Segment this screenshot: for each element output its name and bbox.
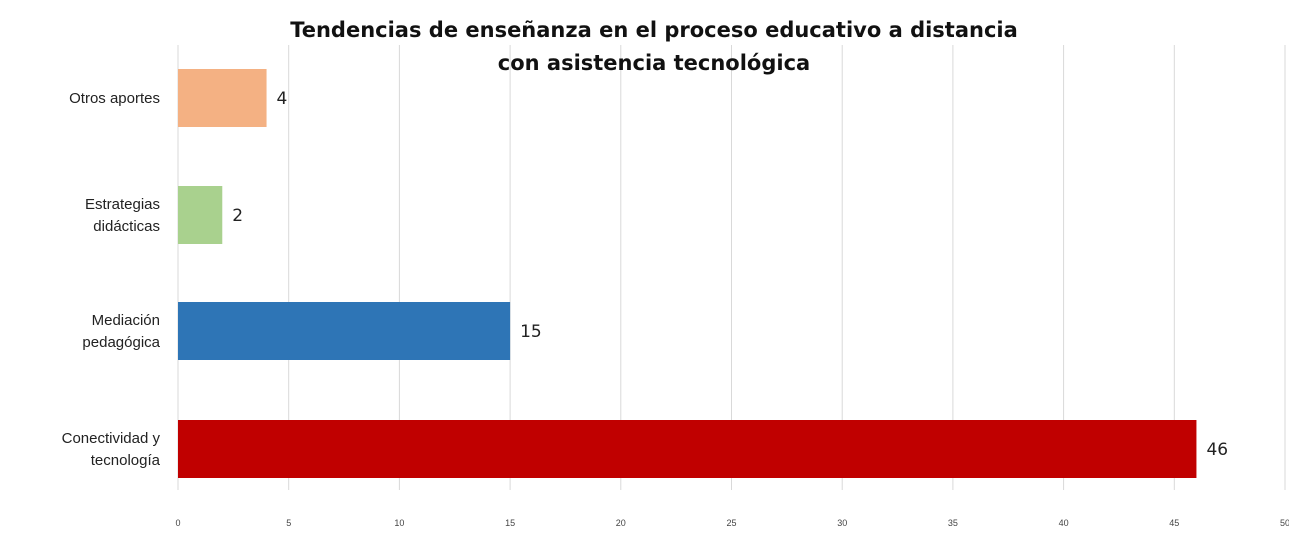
bar <box>178 69 267 127</box>
chart-title-line-1: Tendencias de enseñanza en el proceso ed… <box>290 18 1018 42</box>
category-label-line: didácticas <box>93 218 160 235</box>
data-label: 46 <box>1206 440 1228 460</box>
x-tick-label: 30 <box>837 518 847 528</box>
value-labels: 4 2 15 46 <box>232 89 1228 460</box>
gridlines <box>177 45 1286 490</box>
category-label: Estrategias didácticas <box>85 196 160 235</box>
x-tick-label: 0 <box>175 518 180 528</box>
category-label-line: Conectividad y <box>62 430 161 447</box>
x-tick-label: 40 <box>1059 518 1069 528</box>
category-label-line: Otros aportes <box>69 90 160 107</box>
bars <box>178 69 1197 478</box>
category-label-line: tecnología <box>91 452 161 469</box>
category-label: Otros aportes <box>69 90 160 107</box>
x-tick-label: 15 <box>505 518 515 528</box>
x-tick-label: 50 <box>1280 518 1289 528</box>
x-axis-ticks: 0 5 10 15 20 25 30 35 40 45 50 <box>175 518 1289 528</box>
x-tick-label: 35 <box>948 518 958 528</box>
category-label-line: pedagógica <box>82 334 160 351</box>
category-label: Conectividad y tecnología <box>62 430 161 469</box>
bar <box>178 186 223 244</box>
category-labels: Otros aportes Estrategias didácticas Mediac… <box>62 90 161 469</box>
bar <box>178 302 511 360</box>
x-tick-label: 45 <box>1169 518 1179 528</box>
category-label-line: Estrategias <box>85 196 160 213</box>
data-label: 4 <box>277 89 288 109</box>
x-tick-label: 25 <box>726 518 736 528</box>
x-tick-label: 10 <box>394 518 404 528</box>
x-tick-label: 20 <box>616 518 626 528</box>
bar <box>178 420 1197 478</box>
data-label: 15 <box>520 322 542 342</box>
x-tick-label: 5 <box>286 518 291 528</box>
category-label-line: Mediación <box>92 312 160 329</box>
chart-title-line-2: con asistencia tecnológica <box>498 51 810 75</box>
data-label: 2 <box>232 206 243 226</box>
category-label: Mediación pedagógica <box>82 312 160 351</box>
